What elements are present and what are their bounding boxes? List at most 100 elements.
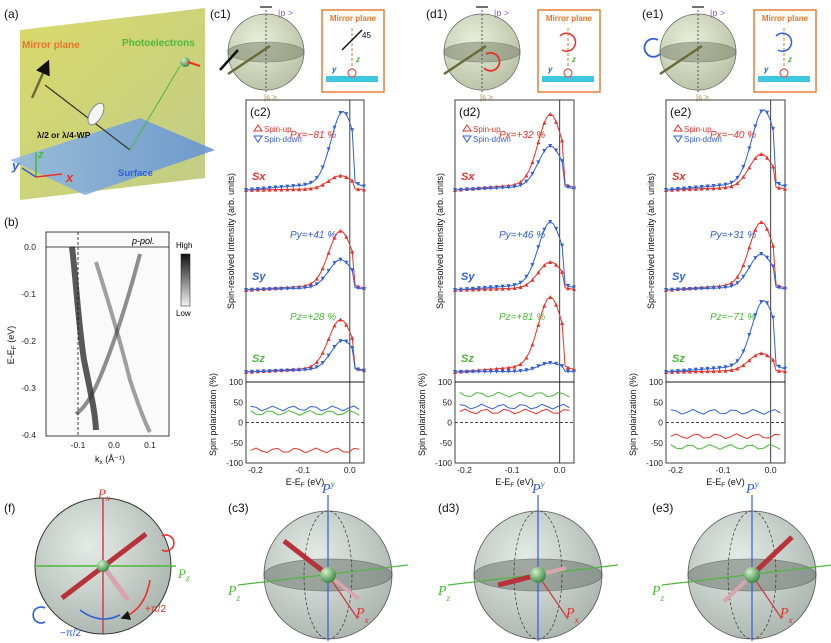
mirror-box-angle: 45: [362, 31, 371, 40]
b-xlabel: kx (Å⁻¹): [95, 454, 125, 466]
polarization-value-x: Px=−81 %: [290, 130, 336, 141]
px-main: P: [565, 606, 575, 621]
f-plus-pi2: +π/2: [145, 604, 167, 615]
component-label-z: Sz: [461, 353, 474, 365]
mirror-box-z: z: [355, 55, 360, 64]
f-pz-label: Pz: [177, 566, 190, 583]
py-label: Py: [745, 479, 759, 497]
xlabel-unit: (eV): [725, 477, 745, 487]
polarization-value-y: Py=+41 %: [290, 230, 336, 241]
panel-label-e2: (e2): [670, 105, 691, 119]
colorbar-low-label: Low: [176, 309, 191, 318]
legend-spin-up: Spin-up: [264, 125, 292, 134]
arpes-frame: [46, 232, 169, 436]
legend-up-marker: [463, 125, 471, 131]
mirror-box-x-icon: [780, 69, 788, 77]
panel-label-e1: (e1): [642, 7, 663, 21]
inset-row: (c1) |p >|s >Mirror planeyz45(d1) |p >|s >…: [210, 7, 816, 102]
spectrum-xtick: -0.2: [457, 465, 472, 475]
bloch-ball: [744, 567, 760, 583]
ball-f: [97, 560, 109, 572]
component-label-z: Sz: [252, 353, 265, 365]
pz-label: Pz: [437, 584, 451, 603]
polarization-value-z: Pz=+28 %: [290, 312, 336, 323]
mirror-box-title: Mirror plane: [330, 14, 377, 23]
py-sub: y: [330, 479, 335, 489]
rotate-ccw-icon-blue: [33, 607, 45, 623]
spectrum-xlabel: E-EF (eV): [706, 477, 745, 489]
axis-z-label: z: [37, 149, 44, 161]
mirror-box-title: Mirror plane: [546, 14, 593, 23]
pz-sub: z: [660, 593, 665, 603]
circular-pol-ccw-icon: [644, 39, 660, 57]
b-xtick: 0.1: [144, 440, 156, 450]
spectrum-xtick: -0.1: [295, 465, 310, 475]
pz-sub: z: [446, 593, 451, 603]
inset-c1: (c1) |p > |s > Mirror plane y z 45: [210, 7, 384, 102]
polarization-ytick: -100: [646, 458, 663, 468]
pz-label: Pz: [651, 584, 665, 603]
mirror-box-x-icon: [564, 69, 572, 77]
component-label-y: Sy: [461, 271, 475, 283]
legend-down-marker: [254, 136, 262, 142]
component-label-x: Sx: [461, 171, 475, 183]
colorbar-high-label: High: [176, 241, 192, 250]
polarization-value-z: Pz=+81 %: [499, 312, 545, 323]
component-label-x: Sx: [252, 171, 266, 183]
b-ytick: -0.3: [21, 383, 36, 393]
polarization-series: [460, 409, 569, 414]
panel-label-d2: (d2): [459, 105, 480, 119]
spectrum-xtick: 0.0: [344, 465, 356, 475]
spectrum-xtick: 0.0: [554, 465, 566, 475]
pz-main: P: [227, 584, 237, 599]
polarization-ytick: 0: [238, 418, 243, 428]
polarization-ytick: 100: [438, 377, 452, 387]
sphere-e3: (e3)PyPzPx: [651, 479, 831, 641]
b-xtick: 0.0: [108, 440, 120, 450]
f-px-label: Px: [97, 486, 110, 503]
polarization-ytick: 50: [234, 397, 244, 407]
py-label: Py: [321, 479, 335, 497]
spectrum-xtick: -0.2: [668, 465, 683, 475]
xlabel-main: E-E: [706, 477, 721, 487]
polarization-ytick: 50: [654, 397, 664, 407]
panel-label-c3: (c3): [228, 501, 249, 515]
py-main: P: [531, 482, 541, 497]
px-main: P: [779, 606, 789, 621]
ket-p: |p >: [278, 8, 293, 18]
spectrum-xtick: 0.0: [765, 465, 777, 475]
px-sub: x: [364, 615, 369, 625]
inset-e1: (e1) |p >|s >Mirror planeyz: [642, 7, 816, 102]
legend-down-marker: [463, 136, 471, 142]
polarization-value-x: Px=−40 %: [710, 130, 756, 141]
b-ylabel: E-EF (eV): [6, 326, 18, 365]
mirror-box-y: y: [763, 65, 769, 74]
polarization-series: [671, 445, 780, 450]
panel-a: (a) Mirror plane Photoelectrons λ/2 or λ…: [4, 7, 215, 200]
colorbar: [181, 254, 190, 306]
mirror-box-title: Mirror plane: [762, 14, 809, 23]
spectrum-ylabel: Spin-resolved intensity (arb. units): [226, 173, 236, 309]
xlabel-main: E-E: [286, 477, 301, 487]
polarization-ylabel: Spin polarization (%): [628, 373, 638, 456]
waveplate-label: λ/2 or λ/4-WP: [37, 130, 91, 140]
panel-label-a: (a): [4, 7, 19, 21]
panel-label-b: (b): [4, 215, 19, 229]
bloch-ball: [530, 567, 546, 583]
polarization-ytick: -100: [435, 458, 452, 468]
b-xtick: -0.1: [71, 440, 86, 450]
polarization-series: [671, 409, 780, 414]
py-sub: y: [754, 479, 759, 489]
legend-down-marker: [674, 136, 682, 142]
ket-s: |s >: [264, 93, 277, 102]
spectrum-xtick: -0.2: [248, 465, 263, 475]
polarization-series: [251, 406, 360, 411]
polarization-value-y: Py=+46 %: [499, 230, 545, 241]
mirror-box-z: z: [571, 55, 576, 64]
panel-label-d1: (d1): [426, 7, 447, 21]
spectrum-ylabel: Spin-resolved intensity (arb. units): [646, 173, 656, 309]
